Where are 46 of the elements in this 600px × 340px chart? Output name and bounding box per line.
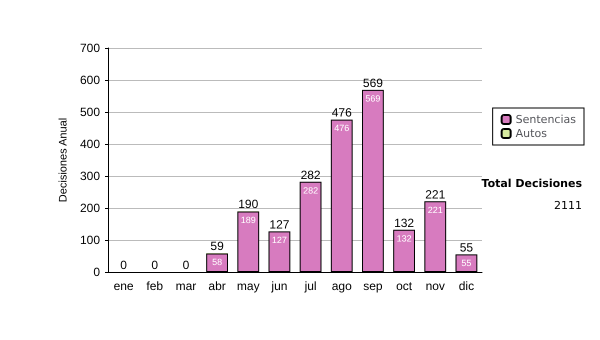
text: 2111 bbox=[554, 199, 582, 212]
total-label: 132 bbox=[394, 216, 414, 230]
legend-label: Sentencias bbox=[516, 113, 576, 126]
x-tick-label: nov bbox=[426, 279, 445, 293]
total-label: 476 bbox=[332, 106, 352, 120]
y-axis-title: Decisiones Anual bbox=[58, 118, 70, 202]
total-label: 282 bbox=[300, 168, 321, 182]
x-tick-label: may bbox=[236, 279, 260, 293]
x-tick-label: feb bbox=[146, 279, 164, 293]
y-tick-label: 400 bbox=[80, 137, 100, 151]
y-tick-label: 700 bbox=[80, 41, 100, 55]
data-label: 189 bbox=[240, 215, 256, 226]
x-tick-label: mar bbox=[176, 279, 196, 293]
y-tick-label: 300 bbox=[80, 169, 100, 183]
y-tick-label: 600 bbox=[80, 73, 100, 87]
x-tick-label: abr bbox=[208, 279, 226, 293]
data-label: 221 bbox=[428, 204, 443, 215]
data-label: 58 bbox=[212, 256, 222, 267]
x-tick-label: ene bbox=[114, 279, 134, 293]
data-label: 569 bbox=[365, 93, 380, 104]
annotation: Total Decisiones bbox=[482, 177, 582, 190]
total-label: 221 bbox=[425, 187, 446, 202]
y-tick-label: 500 bbox=[80, 105, 100, 119]
data-label: 132 bbox=[396, 233, 412, 244]
y-tick-label: 100 bbox=[80, 233, 100, 247]
total-label: 0 bbox=[151, 258, 158, 272]
total-label: 0 bbox=[182, 258, 190, 272]
data-label: 127 bbox=[272, 234, 287, 245]
x-tick-label: jul bbox=[304, 279, 317, 293]
total-label: 190 bbox=[238, 197, 259, 212]
x-tick-label: ago bbox=[332, 279, 352, 293]
total-label: 569 bbox=[362, 76, 384, 90]
x-tick-label: dic bbox=[458, 279, 474, 293]
y-tick-label: 200 bbox=[80, 201, 100, 215]
data-label: 282 bbox=[303, 185, 318, 196]
total-label: 127 bbox=[269, 217, 290, 232]
data-label: 476 bbox=[334, 123, 350, 134]
total-label: 55 bbox=[460, 240, 474, 254]
x-tick-label: jun bbox=[270, 279, 288, 293]
data-label: 55 bbox=[461, 258, 472, 268]
x-tick-label: oct bbox=[396, 279, 413, 293]
total-label: 0 bbox=[120, 258, 128, 272]
legend-label: Autos bbox=[516, 127, 548, 140]
y-tick-label: 0 bbox=[93, 265, 100, 279]
x-tick-label: sep bbox=[363, 279, 383, 293]
total-label: 59 bbox=[210, 239, 224, 254]
